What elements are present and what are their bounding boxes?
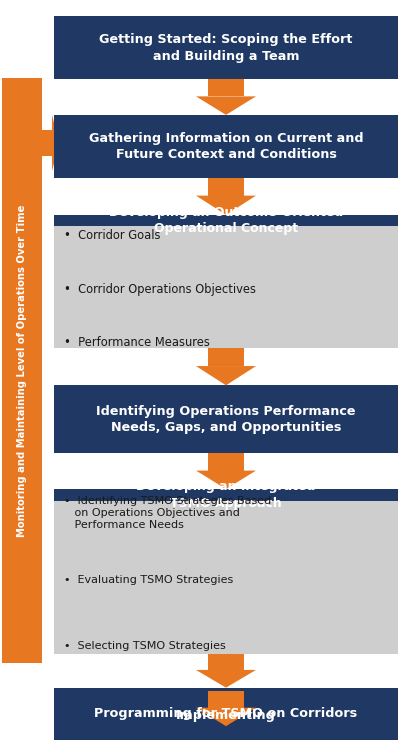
FancyBboxPatch shape: [208, 453, 244, 471]
FancyBboxPatch shape: [54, 688, 398, 740]
Text: •  Performance Measures: • Performance Measures: [64, 336, 210, 349]
FancyBboxPatch shape: [2, 78, 42, 663]
FancyBboxPatch shape: [54, 693, 398, 739]
Text: Programming for TSMO on Corridors: Programming for TSMO on Corridors: [94, 707, 358, 720]
Polygon shape: [196, 196, 256, 215]
Text: •  Evaluating TSMO Strategies: • Evaluating TSMO Strategies: [64, 574, 233, 585]
Text: •  Identifying TSMO Strategies Based
   on Operations Objectives and
   Performa: • Identifying TSMO Strategies Based on O…: [64, 496, 271, 531]
Polygon shape: [52, 115, 59, 171]
Text: Developing an Outcome-Oriented
Operational Concept: Developing an Outcome-Oriented Operation…: [109, 206, 343, 236]
FancyBboxPatch shape: [42, 130, 52, 156]
Text: •  Corridor Goals: • Corridor Goals: [64, 230, 160, 242]
Polygon shape: [196, 366, 256, 385]
Polygon shape: [196, 708, 256, 726]
Text: Developing an Integrated
TSMO Approach: Developing an Integrated TSMO Approach: [136, 480, 316, 510]
FancyBboxPatch shape: [208, 654, 244, 670]
FancyBboxPatch shape: [54, 16, 398, 79]
Text: Gathering Information on Current and
Future Context and Conditions: Gathering Information on Current and Fut…: [89, 132, 363, 161]
FancyBboxPatch shape: [54, 115, 398, 178]
Text: •  Corridor Operations Objectives: • Corridor Operations Objectives: [64, 282, 256, 296]
Text: •  Selecting TSMO Strategies: • Selecting TSMO Strategies: [64, 641, 226, 651]
FancyBboxPatch shape: [54, 501, 398, 654]
FancyBboxPatch shape: [54, 385, 398, 453]
FancyBboxPatch shape: [54, 226, 398, 348]
Polygon shape: [196, 670, 256, 688]
Polygon shape: [196, 471, 256, 489]
FancyBboxPatch shape: [208, 178, 244, 196]
Text: Implementing: Implementing: [176, 709, 276, 722]
Text: Monitoring and Maintaining Level of Operations Over Time: Monitoring and Maintaining Level of Oper…: [17, 205, 27, 536]
FancyBboxPatch shape: [208, 79, 244, 96]
FancyBboxPatch shape: [54, 489, 398, 501]
FancyBboxPatch shape: [54, 215, 398, 226]
Text: Getting Started: Scoping the Effort
and Building a Team: Getting Started: Scoping the Effort and …: [99, 33, 353, 62]
FancyBboxPatch shape: [208, 691, 244, 708]
Text: Identifying Operations Performance
Needs, Gaps, and Opportunities: Identifying Operations Performance Needs…: [96, 405, 356, 434]
Polygon shape: [196, 96, 256, 115]
FancyBboxPatch shape: [208, 348, 244, 366]
